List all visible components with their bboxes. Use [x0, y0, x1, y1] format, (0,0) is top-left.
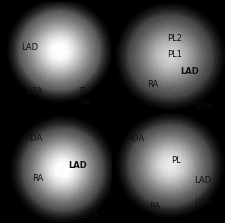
Text: PL: PL [171, 156, 180, 165]
Text: PDA: PDA [127, 134, 144, 143]
Text: PL2: PL2 [166, 34, 181, 43]
Text: LAD: LAD [180, 67, 198, 76]
Text: RA: RA [149, 202, 160, 211]
Text: LITA: LITA [25, 87, 43, 96]
Text: Dx: Dx [79, 87, 90, 96]
Text: RA: RA [79, 97, 90, 107]
Text: RA: RA [146, 80, 158, 89]
Text: LAD: LAD [193, 176, 210, 185]
Text: RA: RA [32, 174, 43, 183]
Text: PDA: PDA [25, 134, 43, 143]
Text: LITA: LITA [193, 198, 210, 207]
Text: LAD: LAD [68, 161, 86, 169]
Text: LITA: LITA [81, 211, 98, 220]
Text: PL1: PL1 [166, 50, 181, 59]
Text: LAD: LAD [21, 43, 38, 52]
Text: LITA: LITA [193, 102, 210, 111]
